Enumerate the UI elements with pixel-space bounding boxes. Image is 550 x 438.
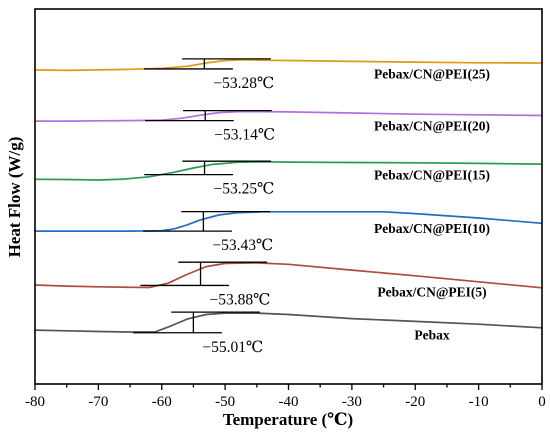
series-name-label: Pebax/CN@PEI(15) (374, 167, 490, 182)
x-tick-label: -50 (215, 394, 235, 410)
series-3: −53.43℃ Pebax/CN@PEI(10) (35, 210, 543, 254)
x-tick-label: -70 (88, 394, 108, 410)
series-line (35, 110, 543, 122)
x-tick-label: -10 (469, 394, 489, 410)
series-line (34, 262, 543, 289)
series-2: −53.25℃ Pebax/CN@PEI(15) (34, 160, 543, 198)
tg-label: −53.25℃ (214, 181, 275, 198)
series-name-label: Pebax/CN@PEI(25) (374, 67, 490, 82)
series-name-label: Pebax/CN@PEI(5) (377, 285, 486, 300)
x-tick-label: -60 (152, 394, 172, 410)
series-line (34, 58, 543, 72)
series-name-label: Pebax (414, 328, 449, 343)
x-tick-label: -30 (342, 394, 362, 410)
series-line (34, 312, 543, 333)
series-5: −55.01℃ Pebax (34, 311, 543, 356)
series-4: −53.88℃ Pebax/CN@PEI(5) (34, 261, 543, 308)
series-line (35, 210, 543, 232)
plot-area: −53.28℃ Pebax/CN@PEI(25) −53.14℃ Pebax/CN@P… (34, 58, 543, 356)
tg-label: −53.14℃ (214, 127, 275, 144)
tg-label: −53.43℃ (212, 237, 273, 254)
x-axis: -80 -70 -60 -50 -40 -30 -20 -10 0 (25, 384, 546, 410)
tg-label: −53.28℃ (213, 75, 274, 92)
series-line (34, 160, 543, 181)
tg-label: −53.88℃ (210, 291, 271, 308)
tg-label: −55.01℃ (202, 339, 263, 356)
series-name-label: Pebax/CN@PEI(10) (374, 221, 490, 236)
x-tick-label: 0 (538, 394, 546, 410)
series-1: −53.14℃ Pebax/CN@PEI(20) (35, 109, 543, 144)
series-name-label: Pebax/CN@PEI(20) (374, 119, 490, 134)
x-tick-label: -20 (405, 394, 425, 410)
x-tick-label: -40 (279, 394, 299, 410)
x-axis-title: Temperature (℃) (223, 410, 353, 429)
y-axis-title: Heat Flow (W/g) (5, 137, 24, 258)
x-tick-label: -80 (25, 394, 45, 410)
plot-frame (34, 8, 543, 385)
series-0: −53.28℃ Pebax/CN@PEI(25) (34, 58, 543, 92)
